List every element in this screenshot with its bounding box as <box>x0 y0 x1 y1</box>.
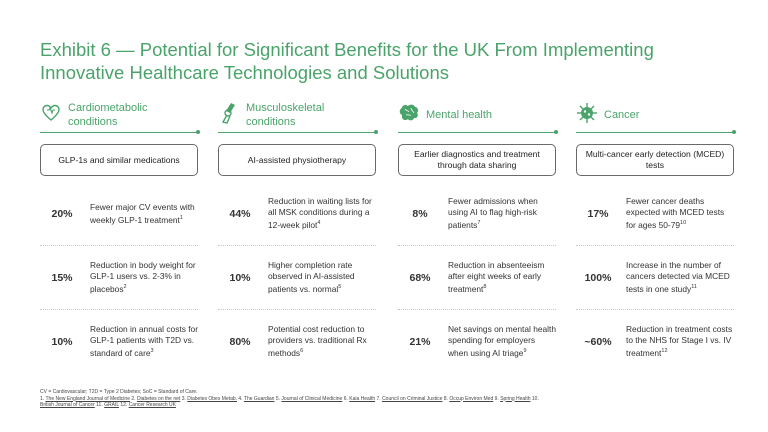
stat-row: 17% Fewer cancer deaths expected with MC… <box>576 182 734 246</box>
stat-value: 68% <box>409 271 431 284</box>
stat-description: Increase in the number of cancers detect… <box>626 260 730 294</box>
footnotes: CV = Cardiovascular; T2D = Type 2 Diabet… <box>40 389 740 409</box>
stat-row: 10% Higher completion rate observed in A… <box>218 246 376 310</box>
column-rule <box>218 130 378 134</box>
solution-pill: Multi-cancer early detection (MCED) test… <box>576 144 734 176</box>
source-link[interactable]: GRAIL <box>104 402 119 408</box>
source-link[interactable]: The Guardian <box>243 395 275 402</box>
footnote-ref: 4 <box>317 220 321 227</box>
stat-row: 8% Fewer admissions when using AI to fla… <box>398 182 556 246</box>
column-label: Cancer <box>604 109 640 121</box>
stat-description: Higher completion rate observed in AI-as… <box>268 260 355 294</box>
brain-icon <box>398 102 420 124</box>
stat-row: 21% Net savings on mental health spendin… <box>398 310 556 373</box>
column-label: Cardiometabolic conditions <box>68 102 148 128</box>
source-link[interactable]: Occup Environ Med <box>449 395 494 402</box>
footnote-ref: 7 <box>477 220 481 227</box>
footnote-ref: 5 <box>338 284 342 291</box>
footnote-ref: 9 <box>523 348 527 355</box>
column-cardiometabolic: Cardiometabolic conditions GLP-1s and si… <box>40 100 200 373</box>
stat-value: 20% <box>51 207 73 220</box>
heart-icon <box>40 102 62 124</box>
exhibit-title: Exhibit 6 — Potential for Significant Be… <box>40 38 740 84</box>
title-line-1: Exhibit 6 — Potential for Significant Be… <box>40 39 654 60</box>
column-header: Cardiometabolic conditions <box>40 100 200 134</box>
footnote-ref: 3 <box>150 348 154 355</box>
source-link[interactable]: Spring Health <box>500 395 531 402</box>
footnote-ref: 6 <box>300 348 304 355</box>
footnote-ref: 10 <box>680 220 687 227</box>
source-link[interactable]: The New England Journal of Medicine <box>45 395 130 402</box>
stat-row: 44% Reduction in waiting lists for all M… <box>218 182 376 246</box>
stat-row: ~60% Reduction in treatment costs to the… <box>576 310 734 373</box>
stat-row: 20% Fewer major CV events with weekly GL… <box>40 182 198 246</box>
solution-pill: GLP-1s and similar medications <box>40 144 198 176</box>
footnote-ref: 12 <box>661 348 668 355</box>
column-rule <box>40 130 200 134</box>
abbreviations: CV = Cardiovascular; T2D = Type 2 Diabet… <box>40 389 198 395</box>
column-rule <box>398 130 558 134</box>
source-link[interactable]: Journal of Clinical Medicine <box>281 395 343 402</box>
stat-row: 68% Reduction in absenteeism after eight… <box>398 246 556 310</box>
stat-value: 8% <box>412 207 428 220</box>
stat-description: Reduction in annual costs for GLP-1 pati… <box>90 324 199 358</box>
column-label: Musculoskeletal conditions <box>246 102 325 128</box>
solution-pill: Earlier diagnostics and treatment throug… <box>398 144 556 176</box>
source-link[interactable]: British Journal of Cancer <box>40 402 95 408</box>
column-mental-health: Mental health Earlier diagnostics and tr… <box>398 100 558 373</box>
stat-value: 44% <box>229 207 251 220</box>
footnote-ref: 8 <box>483 284 487 291</box>
stat-value: 10% <box>51 335 73 348</box>
column-header: Musculoskeletal conditions <box>218 100 378 134</box>
footnote-ref: 1 <box>179 214 183 221</box>
footnote-ref: 11 <box>691 284 697 291</box>
source-link[interactable]: Cancer Research UK <box>128 402 176 408</box>
stat-description: Fewer major CV events with weekly GLP-1 … <box>90 201 195 225</box>
stat-value: 15% <box>51 271 73 284</box>
footnote-ref: 2 <box>123 284 127 291</box>
column-header: Mental health <box>398 100 558 134</box>
column-label: Mental health <box>426 109 493 121</box>
column-musculoskeletal: Musculoskeletal conditions AI-assisted p… <box>218 100 378 373</box>
title-line-2: Innovative Healthcare Technologies and S… <box>40 62 449 83</box>
stat-description: Reduction in body weight for GLP-1 users… <box>90 260 196 294</box>
stat-row: 10% Reduction in annual costs for GLP-1 … <box>40 310 198 373</box>
sources: 1. The New England Journal of Medicine 2… <box>40 395 539 409</box>
stat-description: Potential cost reduction to providers vs… <box>268 324 367 358</box>
stat-value: 17% <box>587 207 609 220</box>
stat-description: Reduction in absenteeism after eight wee… <box>448 260 545 294</box>
stat-description: Net savings on mental health spending fo… <box>448 324 557 358</box>
stat-row: 15% Reduction in body weight for GLP-1 u… <box>40 246 198 310</box>
stat-description: Fewer admissions when using AI to flag h… <box>448 196 538 230</box>
joint-icon <box>218 102 240 124</box>
stat-value: 10% <box>229 271 251 284</box>
stat-value: 21% <box>409 335 431 348</box>
solution-pill: AI-assisted physiotherapy <box>218 144 376 176</box>
source-link[interactable]: Diabetes on the net <box>136 395 181 402</box>
source-link[interactable]: Council on Criminal Justice <box>382 395 443 402</box>
stat-description: Fewer cancer deaths expected with MCED t… <box>626 196 725 230</box>
cell-icon <box>576 102 598 124</box>
stat-row: 100% Increase in the number of cancers d… <box>576 246 734 310</box>
stat-value: ~60% <box>584 335 612 348</box>
column-header: Cancer <box>576 100 736 134</box>
stat-value: 80% <box>229 335 251 348</box>
source-link[interactable]: Diabetes Obes Metab. <box>187 395 238 402</box>
column-cancer: Cancer Multi-cancer early detection (MCE… <box>576 100 736 373</box>
stat-description: Reduction in treatment costs to the NHS … <box>626 324 733 358</box>
column-rule <box>576 130 736 134</box>
stat-value: 100% <box>584 271 612 284</box>
stat-description: Reduction in waiting lists for all MSK c… <box>268 196 372 230</box>
stat-row: 80% Potential cost reduction to provider… <box>218 310 376 373</box>
source-link[interactable]: Kaia Health <box>349 395 376 402</box>
